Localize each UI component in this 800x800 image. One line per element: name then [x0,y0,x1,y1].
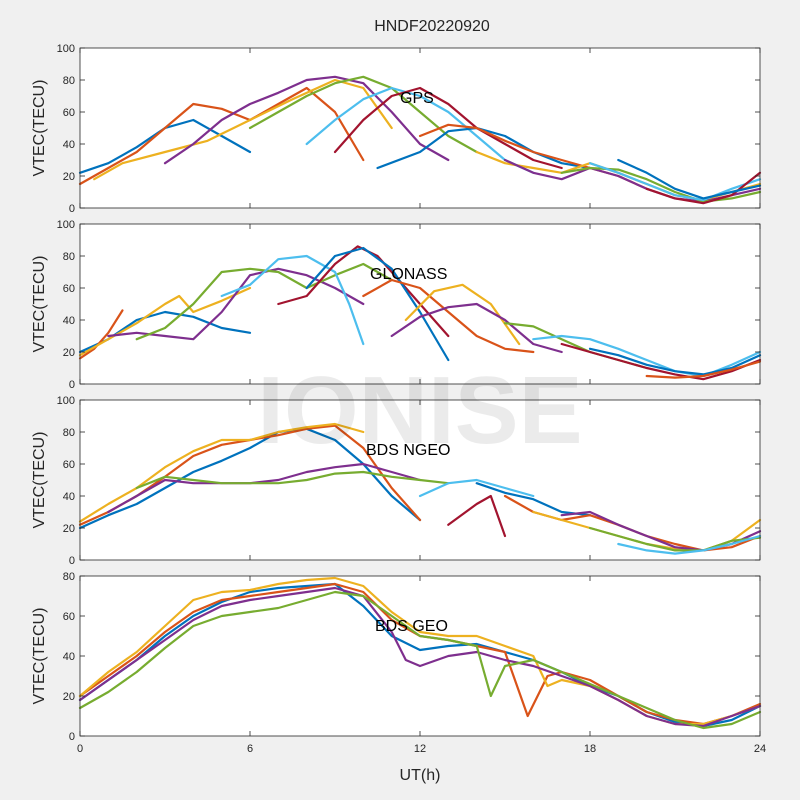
series-line-2 [78,86,365,186]
panel-label: GPS [400,90,434,107]
x-tick-label: 12 [414,743,426,755]
series-line-5 [135,262,393,341]
y-tick-label: 100 [57,395,75,407]
series-line-3 [93,78,393,181]
series-line-13 [532,334,762,378]
series-line-4 [78,586,762,728]
panel-label: BDS GEO [375,618,448,635]
series-line-15 [588,347,762,376]
x-tick-label: 6 [247,743,253,755]
series-line-9 [362,278,535,354]
y-tick-label: 60 [63,459,75,471]
panel-label: BDS NGEO [366,442,450,459]
y-tick-label: 100 [57,219,75,231]
series-line-16 [645,360,762,379]
series-line-5 [135,470,450,490]
y-tick-label: 60 [63,611,75,623]
series-line-5 [78,590,762,730]
series-line-6 [220,254,365,346]
y-tick-label: 60 [63,283,75,295]
series-line-4 [163,75,450,165]
y-axis-label: VTEC(TECU) [31,256,48,353]
y-tick-label: 0 [69,203,75,215]
y-tick-label: 80 [63,571,75,583]
series-line-6 [305,86,535,174]
series-line-14 [645,171,762,205]
panel-label: GLONASS [370,266,447,283]
x-tick-label: 0 [77,743,83,755]
series-line-8 [376,126,592,170]
y-tick-label: 40 [63,315,75,327]
series-line-13 [617,534,762,555]
y-tick-label: 60 [63,107,75,119]
panel-1: 0 20 40 60 80 100 VTEC(TECU) GPS [31,43,762,215]
y-tick-label: 80 [63,427,75,439]
plot-area [80,48,760,208]
x-tick-label: 24 [754,743,766,755]
y-axis-label: VTEC(TECU) [31,80,48,177]
series-line-3 [78,422,365,523]
y-axis-label: VTEC(TECU) [31,432,48,529]
y-tick-label: 0 [69,555,75,567]
y-tick-label: 40 [63,651,75,663]
y-tick-label: 0 [69,379,75,391]
y-tick-label: 100 [57,43,75,55]
y-tick-label: 80 [63,75,75,87]
series-line-7 [447,494,507,538]
panel-3: 0 20 40 60 80 100 VTEC(TECU) BDS NGEO [31,395,762,567]
series-line-8 [305,246,450,362]
y-axis-label: VTEC(TECU) [31,608,48,705]
x-tick-label: 18 [584,743,596,755]
series-line-12 [560,166,762,203]
series-line-6 [418,478,535,498]
y-tick-label: 0 [69,731,75,743]
y-tick-label: 20 [63,691,75,703]
series-line-12 [588,526,762,552]
series-line-13 [588,162,762,202]
y-tick-label: 20 [63,347,75,359]
y-tick-label: 80 [63,251,75,263]
series-line-11 [390,302,563,354]
y-tick-label: 20 [63,523,75,535]
plot-area [80,576,760,736]
panel-2: 0 20 40 60 80 100 VTEC(TECU) GLONASS [31,219,762,391]
y-tick-label: 20 [63,171,75,183]
y-tick-label: 40 [63,491,75,503]
series-line-2 [78,309,124,360]
series-line-4 [107,462,422,514]
panel-4: 0 20 40 60 80 0 6 12 18 24 VTEC(TECU) BDS GEO [31,571,766,755]
series-line-15 [617,158,762,200]
y-tick-label: 40 [63,139,75,151]
chart-title: HNDF20220920 [374,18,490,35]
series-line-7 [333,86,563,170]
watermark: IONISE [257,357,582,464]
series-line-14 [560,342,762,381]
x-axis-label: UT(h) [400,767,441,784]
